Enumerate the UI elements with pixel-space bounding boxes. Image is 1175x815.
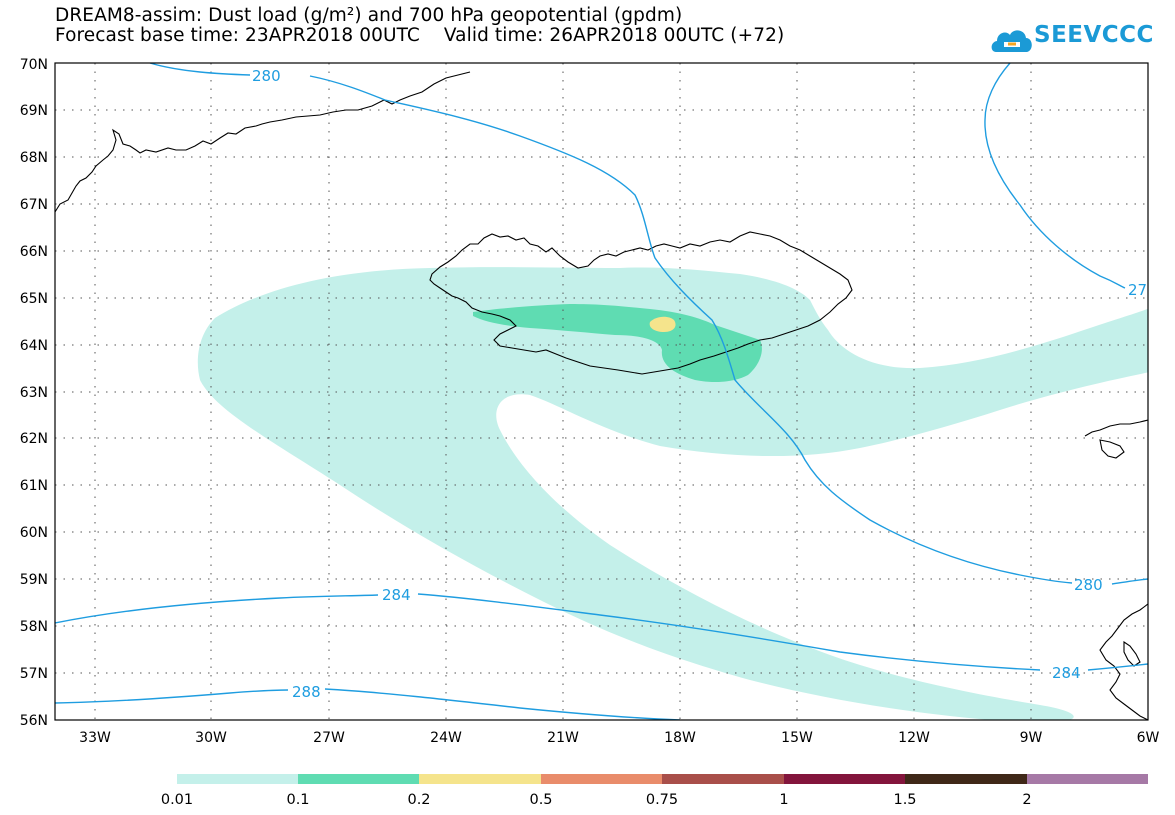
contour-label-280-top: 280	[252, 67, 281, 85]
contour-280-northeast	[984, 63, 1126, 289]
lat-label: 65N	[20, 291, 48, 307]
colorbar-label: 0.2	[407, 792, 430, 808]
lat-label: 56N	[20, 713, 48, 729]
colorbar	[177, 774, 1148, 784]
colorbar-labels: 0.01 0.1 0.2 0.5 0.75 1 1.5 2	[161, 792, 1032, 808]
geopotential-contours	[55, 63, 1148, 720]
coastlines	[55, 71, 1148, 720]
lon-label: 33W	[79, 730, 111, 746]
colorbar-swatch	[662, 774, 784, 784]
contour-280-north	[149, 63, 1148, 585]
shetland-islands	[1123, 640, 1141, 667]
lon-label: 21W	[547, 730, 579, 746]
lon-label: 12W	[898, 730, 930, 746]
contour-label-27: 27	[1128, 281, 1147, 299]
colorbar-swatch	[419, 774, 541, 784]
lat-label: 57N	[20, 666, 48, 682]
lat-label: 66N	[20, 244, 48, 260]
lat-label: 64N	[20, 338, 48, 354]
lon-label: 6W	[1137, 730, 1160, 746]
colorbar-label: 0.1	[286, 792, 309, 808]
colorbar-swatch	[1027, 774, 1148, 784]
greenland-coast	[55, 71, 471, 213]
lat-label: 67N	[20, 197, 48, 213]
lon-label: 9W	[1020, 730, 1043, 746]
colorbar-label: 1.5	[893, 792, 916, 808]
contour-288	[55, 688, 681, 720]
contour-label-288: 288	[292, 683, 321, 701]
lon-label: 24W	[430, 730, 462, 746]
lat-label: 70N	[20, 57, 48, 73]
lat-label: 58N	[20, 619, 48, 635]
colorbar-label: 0.01	[161, 792, 193, 808]
colorbar-label: 1	[779, 792, 788, 808]
faroe-islands	[1099, 439, 1125, 459]
colorbar-label: 2	[1022, 792, 1031, 808]
cloud-icon	[991, 30, 1032, 52]
dust-plume-light	[197, 267, 1148, 720]
title-line-2: Forecast base time: 23APR2018 00UTC Vali…	[55, 25, 785, 46]
lat-label: 61N	[20, 478, 48, 494]
seevccc-logo	[991, 30, 1032, 52]
colorbar-label: 0.75	[646, 792, 678, 808]
contour-label-284-right: 284	[1052, 664, 1081, 682]
logo-text: SEEVCCC	[1034, 22, 1154, 48]
colorbar-swatch	[298, 774, 419, 784]
longitude-axis: 33W 30W 27W 24W 21W 18W 15W 12W 9W 6W	[79, 730, 1159, 746]
lat-label: 68N	[20, 150, 48, 166]
norway-coast-north	[1084, 419, 1148, 437]
scotland-coast	[1099, 603, 1148, 720]
contour-label-284-left: 284	[382, 586, 411, 604]
grid	[55, 63, 1148, 720]
lat-label: 59N	[20, 572, 48, 588]
dust-plume-medium	[473, 304, 762, 383]
lon-label: 27W	[313, 730, 345, 746]
dust-plume-high	[649, 316, 676, 332]
colorbar-swatch	[905, 774, 1027, 784]
lon-label: 15W	[781, 730, 813, 746]
colorbar-swatch	[784, 774, 905, 784]
map-frame	[54, 62, 1149, 721]
colorbar-swatch	[177, 774, 298, 784]
contour-284	[55, 593, 1148, 671]
colorbar-label: 0.5	[529, 792, 552, 808]
title-line-1: DREAM8-assim: Dust load (g/m²) and 700 h…	[55, 5, 683, 26]
latitude-axis: 70N 69N 68N 67N 66N 65N 64N 63N 62N 61N …	[20, 57, 48, 729]
lat-label: 60N	[20, 525, 48, 541]
lon-label: 30W	[195, 730, 227, 746]
contour-label-280-right: 280	[1074, 576, 1103, 594]
iceland-coast	[429, 231, 853, 375]
lat-label: 69N	[20, 103, 48, 119]
lat-label: 63N	[20, 385, 48, 401]
colorbar-swatch	[541, 774, 662, 784]
lon-label: 18W	[664, 730, 696, 746]
lat-label: 62N	[20, 431, 48, 447]
map-title: DREAM8-assim: Dust load (g/m²) and 700 h…	[55, 6, 955, 46]
